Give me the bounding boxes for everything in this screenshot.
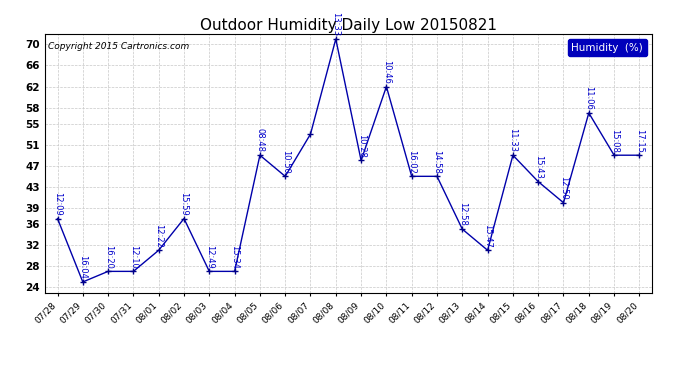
Text: 15:47: 15:47 [483,224,492,248]
Text: 11:33: 11:33 [509,128,518,152]
Text: 12:22: 12:22 [154,224,164,248]
Text: 10:28: 10:28 [357,134,366,158]
Text: 08:48: 08:48 [255,128,264,152]
Title: Outdoor Humidity Daily Low 20150821: Outdoor Humidity Daily Low 20150821 [200,18,497,33]
Text: 16:02: 16:02 [407,150,416,174]
Text: 15:08: 15:08 [609,129,619,152]
Text: 15:34: 15:34 [230,245,239,268]
Text: 12:50: 12:50 [559,176,568,200]
Text: 17:15: 17:15 [635,129,644,152]
Text: 13:33: 13:33 [331,12,340,36]
Text: 15:59: 15:59 [179,192,188,216]
Text: 12:09: 12:09 [53,192,62,216]
Text: Copyright 2015 Cartronics.com: Copyright 2015 Cartronics.com [48,42,189,51]
Text: 10:46: 10:46 [382,60,391,84]
Text: 11:06: 11:06 [584,86,593,110]
Text: 12:10: 12:10 [129,245,138,268]
Text: 10:50: 10:50 [281,150,290,174]
Text: 12:58: 12:58 [457,202,467,226]
Legend: Humidity  (%): Humidity (%) [568,39,647,56]
Text: 16:04: 16:04 [78,255,88,279]
Text: 15:43: 15:43 [533,155,543,179]
Text: 14:58: 14:58 [433,150,442,174]
Text: 16:20: 16:20 [104,245,112,268]
Text: 12:49: 12:49 [205,245,214,268]
